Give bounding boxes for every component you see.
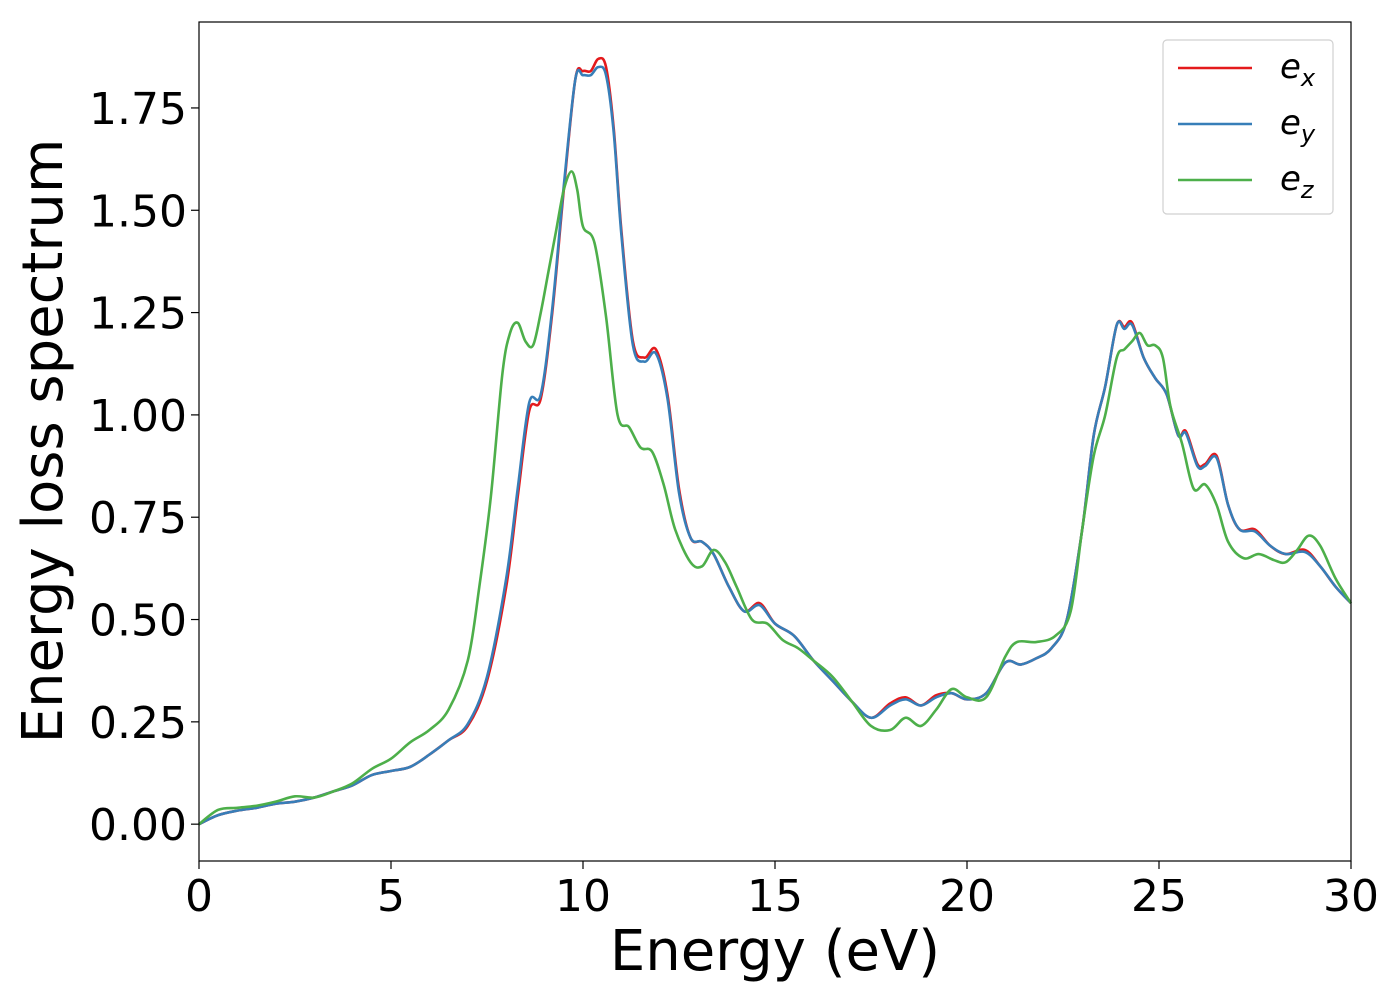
x-tick-label: 25 [1131,871,1187,922]
x-tick-label: 5 [377,871,405,922]
x-tick-label: 10 [555,871,611,922]
x-tick-label: 20 [939,871,995,922]
y-tick-label: 1.00 [89,391,187,442]
legend-label-x: ex [1280,47,1316,92]
series-line-z [198,170,1353,826]
legend: ex ey ez [1162,39,1334,215]
x-axis-ticks: 0 5 10 15 20 25 30 [185,861,1379,922]
y-axis-title: Energy loss spectrum [11,139,76,744]
y-tick-label: 0.50 [89,596,187,647]
x-tick-label: 30 [1323,871,1379,922]
y-tick-label: 1.50 [89,186,187,237]
y-tick-label: 0.75 [89,493,187,544]
legend-box [1162,39,1334,215]
series-lines [198,56,1353,826]
y-tick-label: 1.25 [89,289,187,340]
x-tick-label: 0 [185,871,213,922]
y-tick-label: 0.00 [89,800,187,851]
legend-label-y: ey [1280,103,1316,148]
y-axis-ticks: 0.00 0.25 0.50 0.75 1.00 1.25 1.50 1.75 [89,84,199,851]
x-tick-label: 15 [747,871,803,922]
x-axis-title: Energy (eV) [610,919,940,984]
y-tick-label: 1.75 [89,84,187,135]
y-tick-label: 0.25 [89,698,187,749]
legend-label-z: ez [1280,159,1315,204]
